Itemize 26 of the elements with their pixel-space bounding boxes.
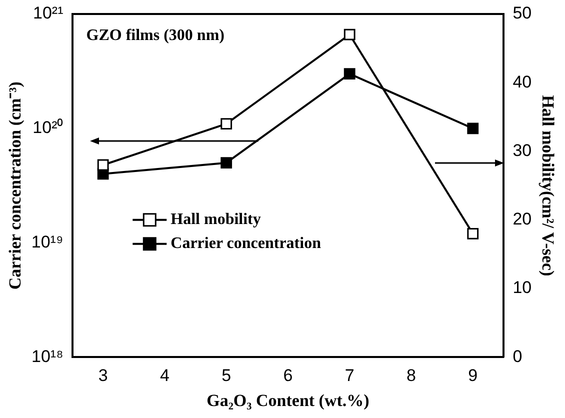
- point: [467, 122, 479, 134]
- x-tick-label: 8: [406, 366, 416, 386]
- x-tick-label: 9: [468, 366, 478, 386]
- y2-tick-label: 50: [512, 4, 532, 23]
- y-tick-label: 10¹⁹: [31, 232, 64, 252]
- y2-tick-label: 20: [512, 210, 532, 229]
- x-tick-label: 5: [222, 366, 232, 386]
- legend-label: Hall mobility: [170, 211, 261, 228]
- x-tick-label: 4: [160, 366, 170, 386]
- y-tick-label: 10¹⁸: [32, 346, 64, 366]
- x-axis-title: Ga₂O₃ Content (wt.%): [206, 391, 370, 410]
- y2-tick-label: 40: [512, 72, 532, 92]
- y-tick-label: 10²⁰: [32, 118, 64, 138]
- y2-tick-label: 0: [512, 346, 522, 366]
- annotation: GZO films (300 nm): [86, 27, 224, 44]
- y-tick-label: 10²¹: [33, 4, 64, 23]
- y2-tick-label: 10: [512, 278, 532, 298]
- point: [344, 68, 356, 80]
- point: [220, 157, 232, 169]
- y2-axis-title: Hall mobility(cm²/ V-sec): [538, 95, 558, 276]
- legend-label: Carrier concentration: [170, 235, 322, 252]
- y-axis-title: Carrier concentration (cm⁻³): [6, 82, 25, 290]
- x-tick-label: 6: [283, 366, 293, 386]
- x-tick-label: 7: [344, 366, 354, 386]
- x-tick-label: 3: [98, 366, 108, 386]
- y2-tick-label: 30: [512, 140, 532, 160]
